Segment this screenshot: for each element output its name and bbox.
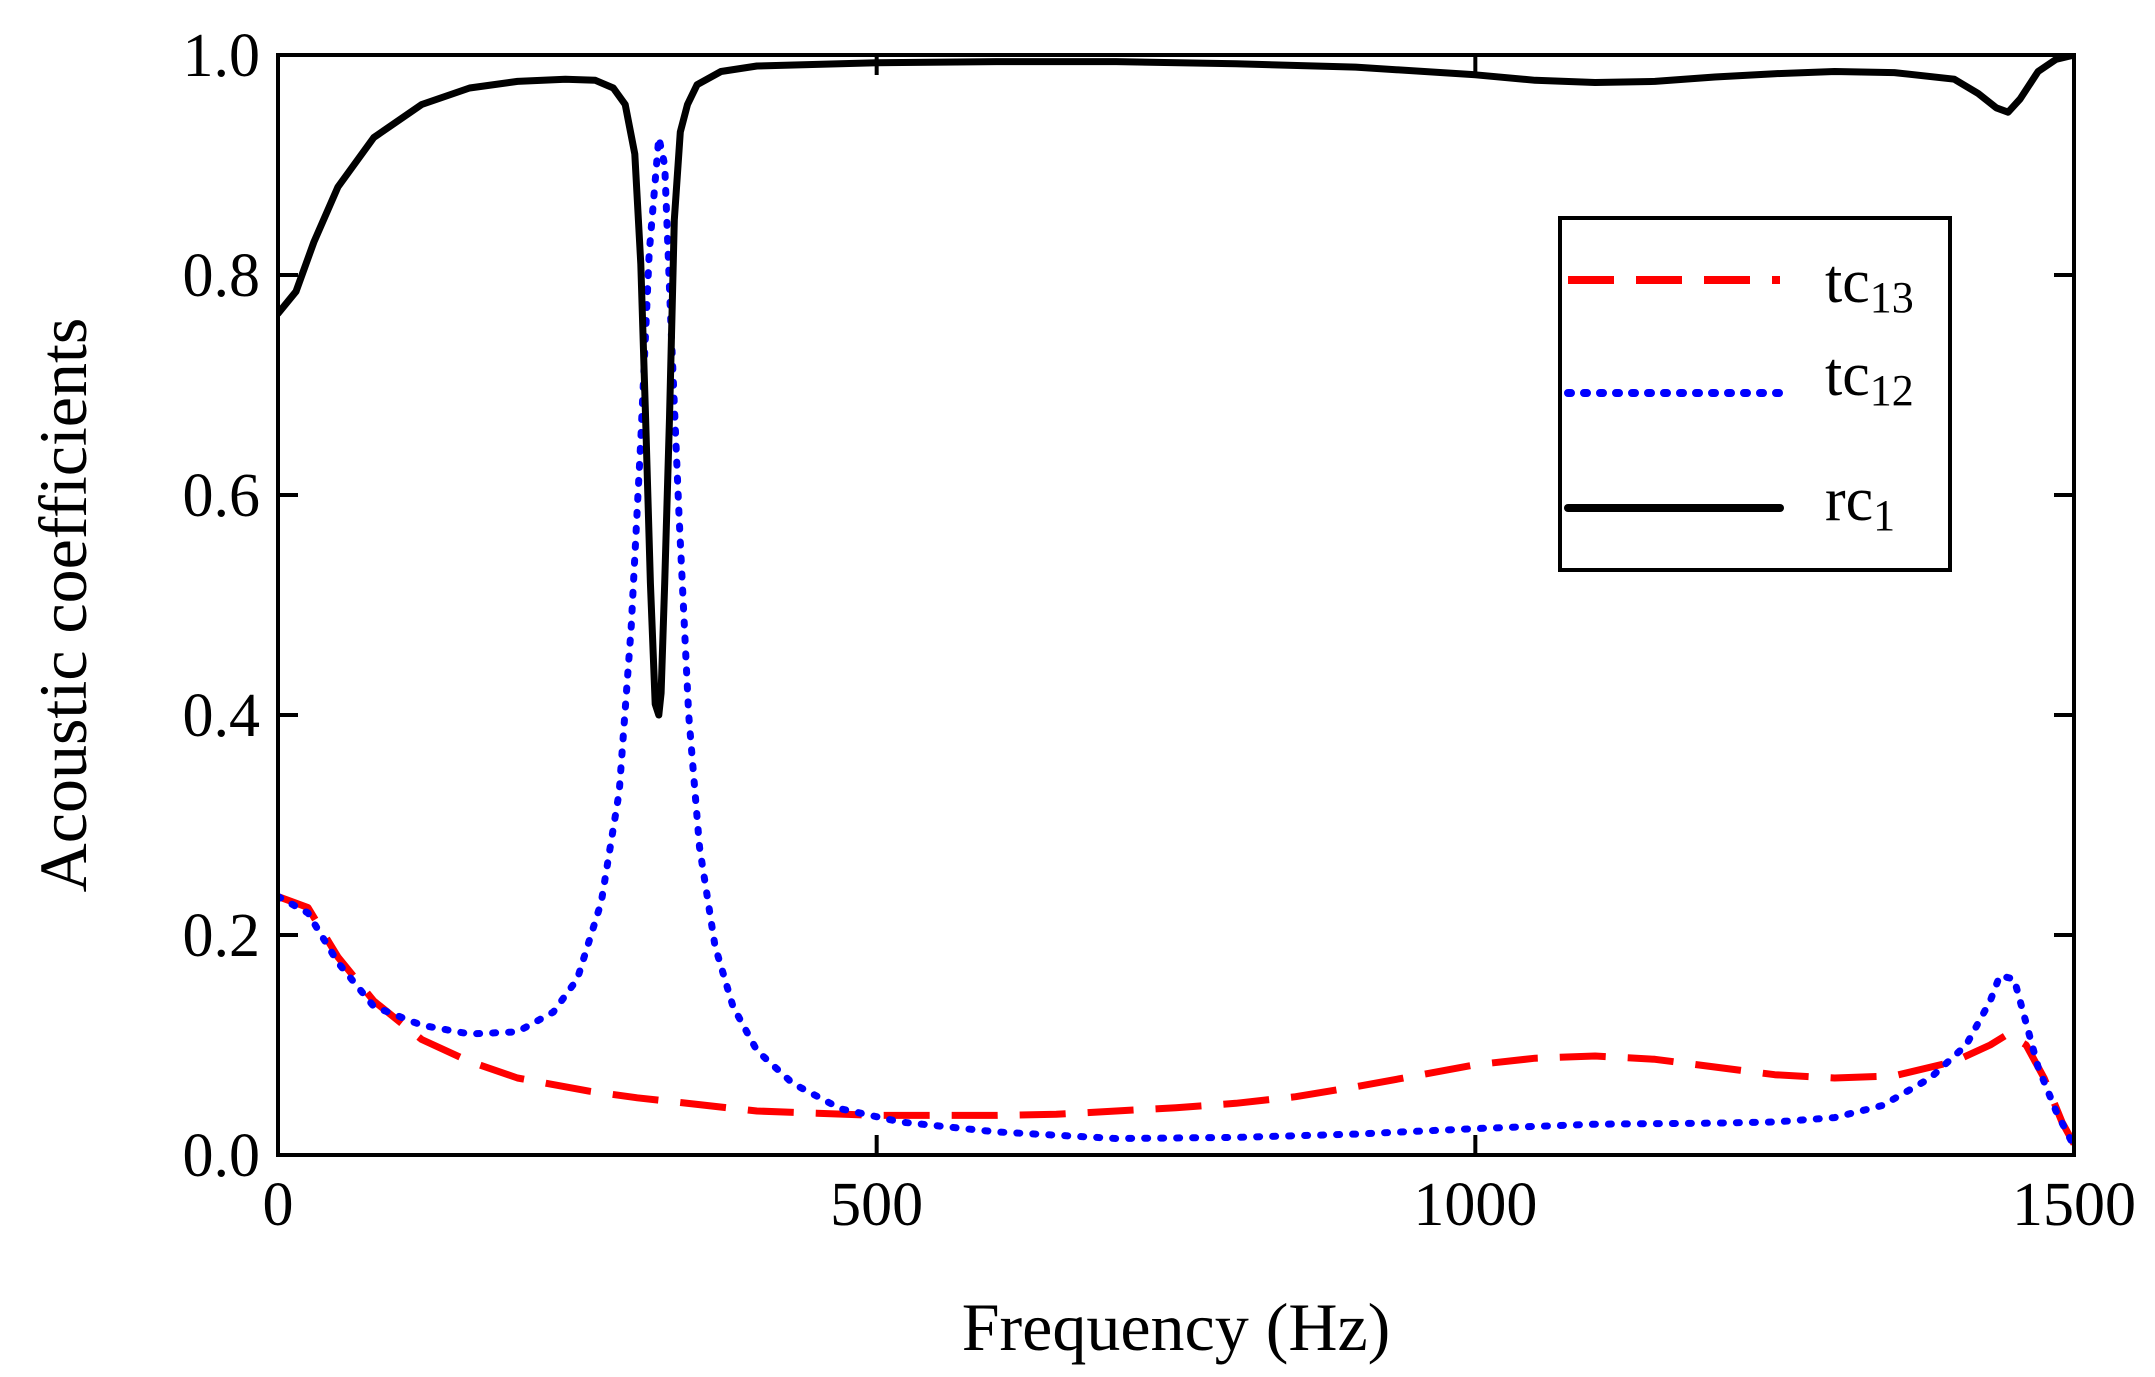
series-line-tc12: [278, 134, 2074, 1150]
series-line-tc13: [278, 893, 2074, 1146]
series-line-rc1: [278, 55, 2074, 719]
x-tick-label-1500: 1500: [2012, 1171, 2136, 1239]
plot-frame: [276, 53, 2076, 1157]
y-tick-label-0.8: 0.8: [183, 242, 261, 310]
legend-label-tc12: tc12: [1825, 341, 1914, 415]
y-tick-label-0.4: 0.4: [183, 682, 261, 750]
y-axis: 0.0 0.2 0.4 0.6 0.8 1.0: [183, 22, 2074, 1190]
legend-entry-tc13: tc13: [1568, 248, 1914, 322]
legend-entry-rc1: rc1: [1564, 466, 1895, 540]
legend-entry-tc12: tc12: [1564, 341, 1914, 415]
x-axis-title: Frequency (Hz): [962, 1289, 1391, 1365]
x-tick-label-1000: 1000: [1413, 1171, 1537, 1239]
x-tick-label-0: 0: [263, 1171, 294, 1239]
legend-label-tc13: tc13: [1825, 248, 1914, 322]
y-tick-label-1: 1.0: [183, 22, 261, 90]
legend: tc13 tc12 rc1: [1558, 216, 1952, 572]
legend-label-rc1: rc1: [1825, 466, 1895, 540]
x-tick-label-500: 500: [830, 1171, 923, 1239]
series-layer: [278, 55, 2074, 1150]
y-axis-title: Acoustic coefficients: [25, 318, 101, 893]
y-tick-label-0: 0.0: [183, 1122, 261, 1190]
y-tick-label-0.2: 0.2: [183, 902, 261, 970]
y-tick-label-0.6: 0.6: [183, 462, 261, 530]
x-axis: 0 500 1000 1500: [263, 55, 2136, 1239]
